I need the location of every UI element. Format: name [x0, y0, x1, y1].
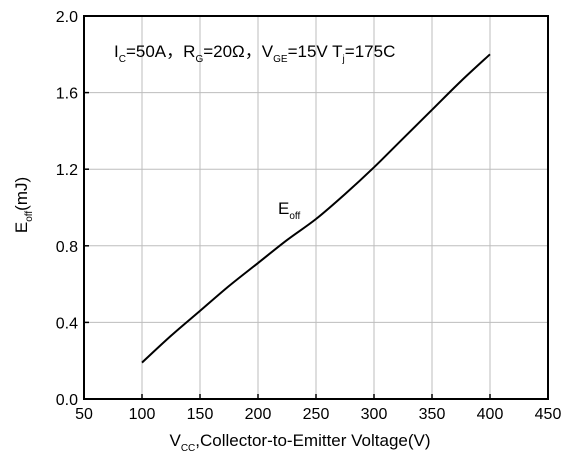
condition-annotation: IC=50A，RG=20Ω，VGE=15V Tj=175C	[114, 42, 395, 65]
x-tick-label: 100	[129, 406, 156, 423]
x-tick-label: 250	[303, 406, 330, 423]
y-axis-label: Eoff(mJ)	[12, 177, 35, 233]
x-axis-ticks: 50 100 150 200 250 300 350 400 450	[75, 394, 561, 423]
eoff-curve	[141, 53, 491, 364]
x-tick-label: 400	[477, 406, 504, 423]
y-tick-label: 2.0	[56, 9, 78, 26]
y-tick-label: 0.8	[56, 239, 78, 256]
y-tick-label: 1.6	[56, 86, 78, 103]
series-label-eoff: Eoff	[278, 199, 301, 222]
grid-lines	[83, 15, 549, 400]
y-tick-label: 1.2	[56, 162, 78, 179]
y-tick-label: 0.4	[56, 315, 78, 332]
x-tick-label: 150	[187, 406, 214, 423]
y-axis-ticks: 0.0 0.4 0.8 1.2 1.6 2.0	[56, 9, 89, 409]
x-tick-label: 50	[75, 406, 93, 423]
x-axis-label: VCC,Collector-to-Emitter Voltage(V)	[169, 431, 430, 454]
x-tick-label: 200	[245, 406, 272, 423]
x-tick-label: 300	[361, 406, 388, 423]
y-tick-label: 0.0	[56, 392, 78, 409]
x-tick-label: 350	[419, 406, 446, 423]
x-tick-label: 450	[535, 406, 562, 423]
